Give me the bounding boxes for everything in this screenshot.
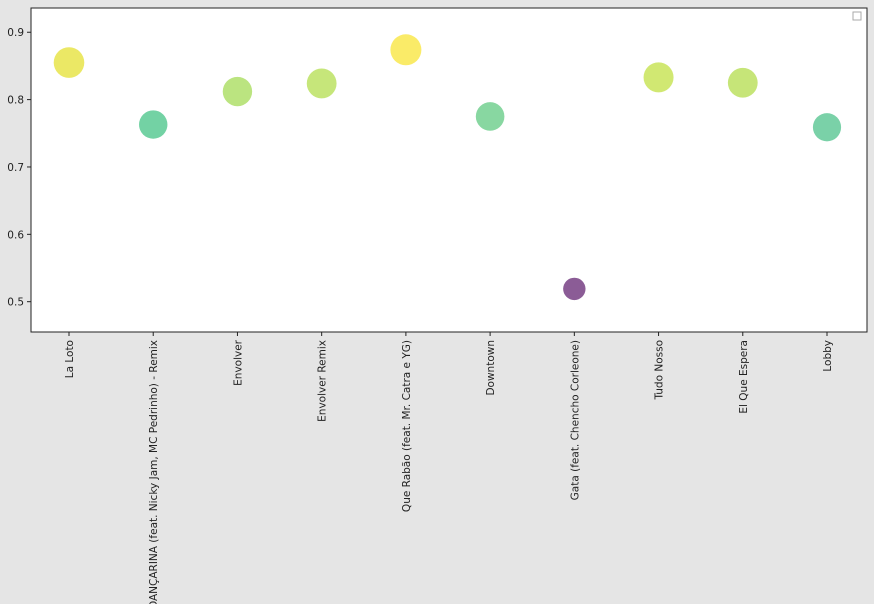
data-points xyxy=(53,34,842,301)
y-axis: 0.5 0.6 0.7 0.8 0.9 xyxy=(7,27,31,309)
x-tick-label: La Loto xyxy=(64,340,76,378)
data-point xyxy=(727,67,758,98)
x-tick-label: Envolver Remix xyxy=(317,340,329,422)
x-tick-label: Downtown xyxy=(485,340,497,396)
plot-area xyxy=(30,7,868,333)
data-point xyxy=(812,113,842,142)
x-tick-label: Que Rabão (feat. Mr. Catra e YG) xyxy=(401,340,413,512)
x-tick-label: Gata (feat. Chencho Corleone) xyxy=(569,340,581,500)
x-tick-label: DANÇARINA (feat. Nicky Jam, MC Pedrinho)… xyxy=(148,340,160,604)
x-tick-label: Lobby xyxy=(822,340,834,372)
data-point xyxy=(306,68,337,99)
legend-box xyxy=(852,11,862,21)
y-tick-label: 0.7 xyxy=(7,162,24,174)
data-point xyxy=(563,277,586,301)
data-point xyxy=(390,34,422,66)
y-tick-label: 0.8 xyxy=(7,95,24,107)
y-tick-label: 0.5 xyxy=(7,297,24,309)
y-tick-label: 0.6 xyxy=(7,229,24,241)
data-point xyxy=(643,62,674,93)
data-point xyxy=(139,110,168,139)
y-tick-label: 0.9 xyxy=(7,27,24,39)
data-point xyxy=(222,76,253,107)
x-axis: La Loto DANÇARINA (feat. Nicky Jam, MC Pe… xyxy=(64,332,834,604)
x-tick-label: Envolver xyxy=(232,339,244,386)
data-point xyxy=(53,47,85,78)
x-tick-label: Tudo Nosso xyxy=(654,340,666,401)
data-point xyxy=(475,102,505,131)
x-tick-label: El Que Espera xyxy=(738,340,750,414)
